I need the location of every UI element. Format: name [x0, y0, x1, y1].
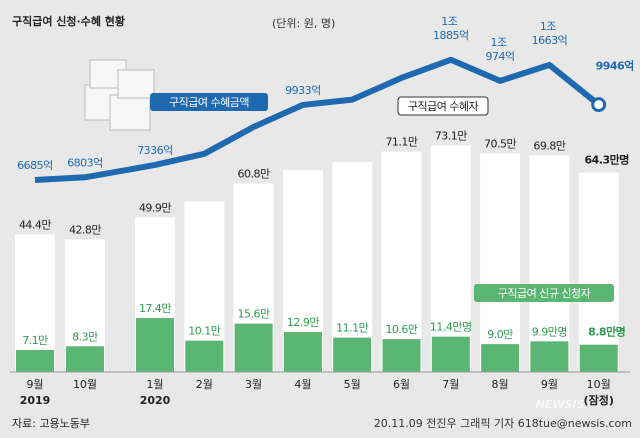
credit: 20.11.09 전진우 그래픽 기자 618tue@newsis.com — [374, 417, 632, 430]
source: 자료: 고용노동부 — [12, 417, 90, 430]
line-value-label: 9933억 — [285, 84, 321, 97]
bar-value-label: 11.4만명 — [430, 321, 472, 334]
applicant-bar — [431, 336, 470, 372]
bar-value-label: 15.6만 — [238, 308, 270, 321]
applicant-bar — [579, 344, 618, 372]
amount-line — [34, 56, 601, 184]
watermark: NEWSIS — [536, 398, 585, 411]
money-illustration — [84, 59, 155, 131]
bar-value-label: 73.1만 — [435, 129, 467, 142]
line-value-label: 9946억 — [596, 60, 634, 73]
x-tick-label: 4월 — [294, 378, 311, 391]
legend-label: 구직급여 수혜금액 — [169, 96, 249, 109]
beneficiary-bar — [578, 172, 619, 372]
applicant-bar — [333, 337, 372, 372]
applicant-bar — [481, 344, 520, 372]
x-tick-label: 5월 — [344, 378, 361, 391]
x-tick-label: 6월 — [393, 378, 410, 391]
x-sublabel: 2019 — [20, 394, 51, 407]
applicant-bar — [382, 339, 421, 372]
beneficiary-bar — [529, 155, 570, 372]
x-tick-label: 8월 — [492, 378, 509, 391]
x-tick-label: 2월 — [196, 378, 213, 391]
line-value-label: 1조 974억 — [486, 36, 515, 63]
applicant-bar — [234, 323, 273, 372]
line-value-label: 1조 1885억 — [433, 15, 469, 42]
x-tick-label: 7월 — [442, 378, 459, 391]
amount-end-marker — [591, 97, 607, 113]
x-sublabel: (잠정) — [584, 393, 614, 407]
bar-value-label: 44.4만 — [19, 218, 51, 231]
bar-value-label: 9.0만 — [487, 328, 513, 341]
x-tick-label: 10월 — [73, 378, 97, 391]
x-tick-label: 1월 — [146, 378, 163, 391]
applicant-bar — [283, 332, 322, 372]
x-tick-label: 9월 — [26, 378, 43, 391]
beneficiary-bar — [480, 153, 521, 372]
line-value-label: 1조 1663억 — [532, 20, 568, 47]
legend-label: 구직급여 신규 신청자 — [498, 287, 591, 300]
bar-value-label: 42.8만 — [69, 223, 101, 236]
bar-value-label: 10.6만 — [385, 323, 417, 336]
bar-value-label: 64.3만명 — [585, 153, 629, 167]
beneficiary-bar — [15, 234, 55, 372]
beneficiary-bar — [381, 151, 422, 372]
bar-value-label: 60.8만 — [238, 168, 270, 181]
legend-box — [150, 93, 268, 111]
bar-value-label: 8.3만 — [72, 330, 98, 343]
bar-value-label: 17.4만 — [139, 302, 171, 315]
applicant-bar — [16, 349, 54, 372]
line-value-label: 6685억 — [17, 159, 53, 172]
bar-value-label: 10.1만 — [188, 325, 220, 338]
bar-value-label: 7.1만 — [22, 334, 48, 347]
legend-box — [397, 96, 489, 116]
bar-value-label: 70.5만 — [484, 137, 516, 150]
bar-value-label: 69.8만 — [533, 140, 565, 153]
legend-label: 구직급여 수혜자 — [408, 100, 479, 113]
bar-value-label: 11.1만 — [336, 322, 368, 335]
applicant-bar — [136, 318, 174, 372]
applicant-bar — [530, 341, 569, 372]
x-tick-label: 9월 — [541, 378, 558, 391]
x-tick-label: 10월 — [587, 378, 611, 391]
line-value-label: 7336억 — [137, 144, 173, 157]
x-tick-label: 3월 — [245, 378, 262, 391]
bar-value-label: 12.9만 — [287, 316, 319, 329]
legend-box — [474, 284, 614, 302]
chart-subtitle: (단위: 원, 명) — [272, 17, 335, 30]
beneficiary-bar — [430, 145, 471, 372]
applicant-bar — [185, 340, 224, 372]
x-sublabel: 2020 — [140, 394, 171, 407]
chart-title: 구직급여 신청·수혜 현황 — [12, 14, 125, 28]
beneficiary-bar — [332, 161, 373, 372]
bar-value-label: 8.8만명 — [588, 325, 625, 339]
applicant-bar — [66, 346, 104, 372]
bar-value-label: 9.9만명 — [532, 325, 567, 338]
bar-value-label: 71.1만 — [385, 136, 417, 149]
bar-value-label: 49.9만 — [139, 201, 171, 214]
line-value-label: 6803억 — [67, 156, 103, 169]
